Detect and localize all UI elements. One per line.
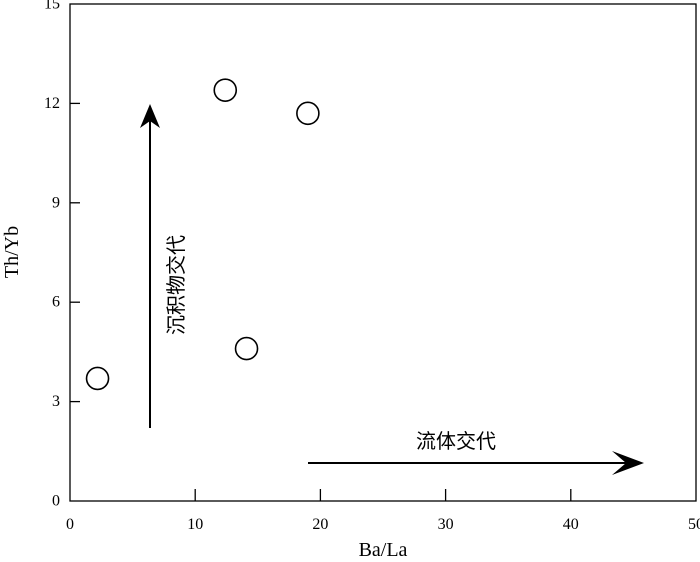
y-axis-title: Th/Yb <box>1 226 23 278</box>
fluid-annotation-label: 流体交代 <box>416 429 496 453</box>
x-axis-title: Ba/La <box>359 539 408 561</box>
x-tick-label: 0 <box>66 516 74 533</box>
y-tick-label: 6 <box>52 294 60 311</box>
x-tick-label: 10 <box>187 516 203 533</box>
data-point <box>85 366 110 391</box>
y-tick-label: 3 <box>52 393 60 410</box>
x-tick-label: 40 <box>563 516 579 533</box>
data-points <box>85 78 320 391</box>
data-point <box>234 336 259 361</box>
x-tick-label: 20 <box>312 516 328 533</box>
data-point <box>213 78 238 102</box>
x-tick-label: 30 <box>438 516 454 533</box>
x-ticks: 0 10 20 30 40 50 <box>66 489 700 533</box>
sediment-arrow <box>140 104 160 428</box>
y-tick-label: 0 <box>52 493 60 510</box>
x-tick-label: 50 <box>688 516 700 533</box>
data-point <box>296 101 320 126</box>
fluid-arrow <box>308 451 644 475</box>
y-tick-label: 15 <box>44 0 60 13</box>
sediment-annotation-label: 沉积物交代 <box>164 235 188 335</box>
y-ticks: 0 3 6 9 12 15 <box>44 0 80 510</box>
y-tick-label: 9 <box>52 194 60 211</box>
y-tick-label: 12 <box>44 95 60 112</box>
plot-frame <box>69 3 697 502</box>
